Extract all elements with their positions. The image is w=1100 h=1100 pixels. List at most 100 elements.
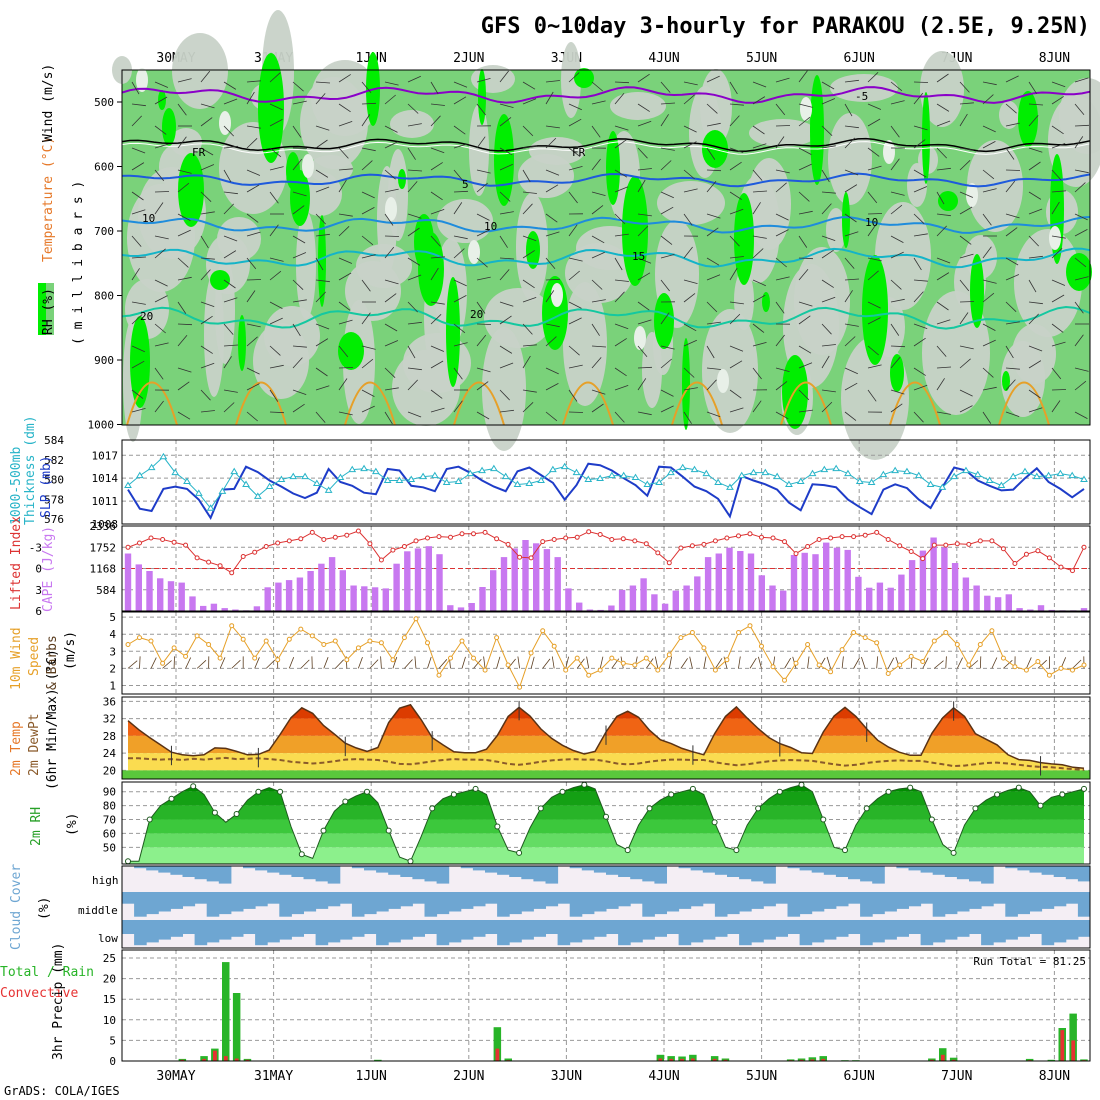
cloud-middle [436,892,450,915]
wind-barb [683,411,692,424]
cloud-low [472,920,486,937]
wind-barb [798,210,813,215]
thickness-point [159,452,168,460]
cloud-middle [424,892,438,917]
wind-barb [959,113,968,127]
wind-barb [499,235,508,248]
wind-barb [936,147,947,159]
wind-barb [683,169,695,180]
li-point [448,534,453,540]
wind-barb [1005,321,1020,325]
wind-barb [545,80,560,83]
li-point [908,549,914,554]
wind-barb [499,147,513,156]
wind-barb [867,191,878,204]
wind-barb [775,169,790,174]
pressure-label: 600 [94,161,114,174]
wind-barb [154,81,169,88]
thickness-point [891,466,900,474]
wind-barb-10m [483,656,486,669]
cloud-high [376,866,389,873]
wind-barb [1005,180,1016,193]
li-point [1058,564,1064,570]
wind-barb [821,323,832,335]
wind-speed-point [183,653,189,659]
temp-tick: 24 [103,747,117,760]
wind-barb [1074,169,1089,174]
cloud-high [291,866,304,877]
wind-barb [522,323,533,335]
wind-barb [1028,301,1043,305]
wind-barb [936,366,952,369]
wind-barb [660,312,670,325]
cape-bar [543,549,551,611]
wind-speed-point [747,623,753,629]
bottom-date-0: 30MAY [156,1069,195,1084]
cloud-high [654,866,667,884]
wind-speed-point [701,645,707,651]
cape-bar [801,552,808,611]
wind-barb [292,205,305,215]
wind-barb [959,102,974,105]
wind-barb [131,301,146,305]
wind-barb [890,100,905,105]
rh-bright-patch [418,232,444,306]
wind-barb [1051,96,1064,105]
wind-barb-10m [680,658,688,669]
thickness-point [442,478,451,485]
wind-barb [384,411,393,425]
rh-point [820,816,827,823]
wind-barb [499,269,510,281]
cloud-high [509,866,522,877]
rh-point [1059,791,1066,798]
wind-barb [476,182,488,193]
thickness-point [985,476,994,484]
li-point [229,570,235,576]
slp-line [127,462,1085,521]
wind-barb [729,345,744,352]
temp-label-1: 2m Temp [9,721,24,776]
cloud-middle [412,892,425,904]
wind-barb [407,257,421,266]
wind-barb [315,385,330,391]
thickness-tick: 580 [44,474,64,487]
wind-barb [154,367,164,380]
wind-barb [269,270,282,281]
cape-bar [855,576,862,611]
temp-tick: 28 [103,730,116,743]
wind-barb [177,103,187,116]
cape-bar [264,587,271,611]
wind-barb [1005,411,1020,417]
wind-barb [867,257,882,262]
wind-barb [1074,213,1088,221]
wind-barb [637,179,646,193]
wind-speed-point [943,630,949,635]
cloud-middle [775,892,788,904]
upper-air-label-millibars: ( m i l l i b a r s ) [71,181,86,345]
wind-barb [499,362,514,369]
wind-barb [361,81,372,93]
wind-barb [1074,367,1089,372]
contour-25 [126,381,178,426]
bottom-date-8: 7JUN [941,1069,972,1084]
wind-barb [591,345,607,348]
precip-total-bar [493,1027,502,1061]
wind-barb [545,411,558,422]
precip-label-total: Total / Rain [0,965,94,980]
wind-barb [913,186,928,193]
precip-total-bar [721,1058,730,1061]
wind-barb [683,279,698,284]
contour-25 [998,381,1050,426]
wind-barb [522,389,537,393]
wind-barb [752,81,767,88]
wind-barb [890,298,905,303]
wind-barb [614,93,625,105]
wind-barb [522,235,537,242]
wind-barb [913,139,926,149]
wind-barb [269,345,281,356]
wind-barb [844,103,853,117]
cloud-high [714,866,728,875]
temp-tick: 20 [103,764,116,777]
wind-barb [545,231,560,237]
wind-barb [614,338,627,347]
